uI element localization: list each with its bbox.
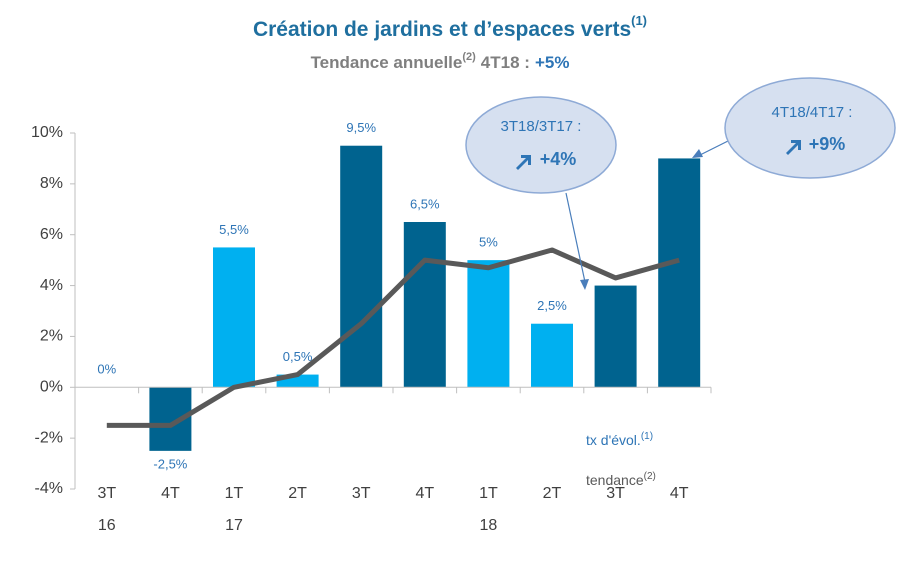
legend-note: (2): [644, 471, 656, 482]
x-tick-label: 3T: [97, 485, 116, 502]
x-tick-label: 4T: [670, 485, 689, 502]
callout-arrowhead: [580, 279, 589, 290]
callout-value: +9%: [809, 134, 846, 154]
plot-area: -4% -2% 0% 2% 4% 6% 8% 10% 0% -2,5% 5,5% 0,5% 9,5% 6,…: [31, 120, 712, 534]
up-arrow-icon: [786, 140, 801, 155]
bar: [531, 323, 573, 388]
chart-subtitle: Tendance annuelle(2) 4T18 : +5%: [311, 51, 570, 73]
y-tick-label: 6%: [40, 226, 63, 243]
data-label: 0%: [97, 362, 116, 377]
legend-entry: tx d'évol.(1): [586, 431, 653, 448]
callout-pointer: [699, 139, 731, 156]
x-tick-label: 2T: [288, 485, 307, 502]
callout-pointer: [565, 192, 586, 283]
title-note: (1): [631, 13, 647, 28]
x-tick-label: 4T: [161, 485, 180, 502]
title-text: Création de jardins et d’espaces verts: [253, 18, 631, 41]
legend-label: tx d'évol.: [586, 432, 641, 448]
y-tick-label: 8%: [40, 175, 63, 192]
legend-entry: tendance(2): [586, 471, 656, 488]
data-label: 5,5%: [219, 222, 249, 237]
callout: 3T18/3T17 : +4%: [465, 96, 617, 290]
callout-arrowhead: [692, 149, 703, 158]
subtitle-text: Tendance annuelle: [311, 53, 463, 72]
y-tick-label: -4%: [35, 480, 63, 497]
x-tick-label: 17: [225, 517, 243, 534]
bar: [594, 285, 637, 388]
x-tick-label: 4T: [415, 485, 434, 502]
callout-value: +4%: [540, 149, 577, 169]
x-tick-label: 1T: [479, 485, 498, 502]
up-arrow-icon: [516, 155, 531, 170]
data-label: 5%: [479, 235, 498, 250]
subtitle-period: 4T18 :: [481, 53, 530, 72]
bar: [403, 222, 446, 388]
subtitle-value: +5%: [535, 53, 570, 72]
x-tick-label: 18: [480, 517, 498, 534]
bar: [467, 260, 510, 388]
legend-label: tendance: [586, 472, 644, 488]
callout-bubble: [465, 96, 617, 194]
y-tick-label: 10%: [31, 124, 63, 141]
bar: [658, 158, 701, 388]
callout-bubble: [724, 77, 896, 179]
x-tick-label: 3T: [352, 485, 371, 502]
subtitle-note: (2): [462, 51, 476, 63]
y-tick-label: -2%: [35, 429, 63, 446]
data-label: -2,5%: [153, 456, 187, 471]
trend-line: [106, 247, 680, 428]
data-label: 2,5%: [537, 298, 567, 313]
data-label: 9,5%: [346, 120, 376, 135]
y-tick-label: 4%: [40, 277, 63, 294]
x-tick-label: 16: [98, 517, 116, 534]
y-tick-label: 0%: [40, 379, 63, 396]
bar: [340, 145, 383, 388]
data-label: 6,5%: [410, 196, 440, 211]
x-tick-label: 1T: [225, 485, 244, 502]
callout-label: 4T18/4T17 :: [772, 104, 853, 121]
callout: 4T18/4T17 : +9%: [692, 77, 896, 179]
chart-title: Création de jardins et d’espaces verts(1…: [253, 13, 647, 40]
data-label: 0,5%: [283, 349, 313, 364]
callout-label: 3T18/3T17 :: [501, 118, 582, 135]
y-tick-label: 2%: [40, 328, 63, 345]
legend-note: (1): [641, 431, 653, 442]
bar: [213, 247, 255, 388]
x-tick-label: 3T: [606, 485, 625, 502]
x-tick-label: 2T: [543, 485, 562, 502]
